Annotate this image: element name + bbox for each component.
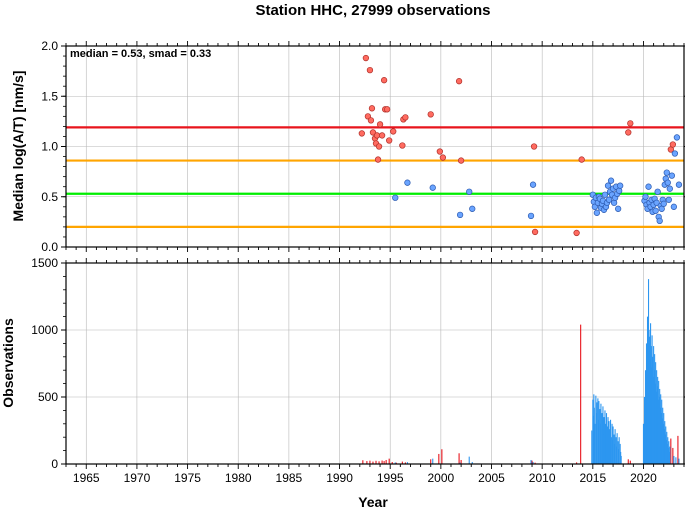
data-point bbox=[469, 205, 476, 212]
data-point bbox=[607, 177, 615, 184]
data-point bbox=[529, 181, 537, 188]
data-point bbox=[427, 111, 434, 118]
data-point bbox=[457, 157, 465, 164]
data-point bbox=[593, 209, 601, 216]
bottom-panel: 0 500 1000 1500 1965 1970 1975 1980 1985 1990 199… bbox=[0, 41, 685, 510]
x-tick-label: 1970 bbox=[124, 471, 151, 485]
data-point bbox=[654, 188, 661, 195]
x-axis-label: Year bbox=[358, 494, 388, 510]
data-point bbox=[380, 77, 388, 84]
data-point bbox=[664, 179, 671, 186]
data-point bbox=[439, 154, 447, 161]
data-point bbox=[614, 205, 622, 212]
data-point bbox=[390, 128, 397, 135]
data-point bbox=[530, 143, 538, 150]
data-point bbox=[669, 141, 677, 148]
y-tick-label: 2.0 bbox=[41, 39, 58, 53]
data-point bbox=[436, 148, 443, 155]
data-point bbox=[663, 169, 670, 176]
data-point bbox=[399, 142, 406, 149]
data-point bbox=[456, 211, 464, 218]
data-point bbox=[645, 183, 652, 190]
data-point bbox=[376, 121, 384, 128]
data-point bbox=[625, 129, 632, 136]
data-point bbox=[455, 78, 463, 85]
data-point bbox=[573, 229, 580, 237]
y-tick-label: 0.0 bbox=[41, 240, 58, 254]
data-point bbox=[402, 114, 409, 121]
y-tick-label: 0.5 bbox=[41, 190, 58, 204]
data-point bbox=[665, 196, 672, 203]
data-point bbox=[375, 143, 383, 150]
data-point bbox=[627, 120, 634, 127]
x-tick-label: 1975 bbox=[174, 471, 201, 485]
data-point bbox=[652, 207, 659, 214]
stats-annotation: median = 0.53, smad = 0.33 bbox=[70, 48, 211, 60]
y-tick-label: 1.5 bbox=[41, 89, 58, 103]
data-point bbox=[374, 156, 382, 163]
y-tick-label: 1000 bbox=[31, 323, 58, 337]
x-tick-label: 1985 bbox=[276, 471, 303, 485]
data-point bbox=[671, 150, 679, 157]
data-point bbox=[531, 228, 539, 236]
y-tick-label: 500 bbox=[38, 390, 58, 404]
data-point bbox=[466, 188, 473, 195]
x-tick-label: 2000 bbox=[428, 471, 455, 485]
data-point bbox=[578, 156, 585, 163]
data-point bbox=[384, 106, 391, 113]
data-point bbox=[642, 193, 649, 200]
data-point bbox=[670, 203, 678, 210]
data-point bbox=[386, 137, 393, 144]
bottom-y-axis-label: Observations bbox=[0, 318, 16, 408]
x-tick-label: 2005 bbox=[478, 471, 505, 485]
data-point bbox=[610, 199, 618, 206]
x-tick-label: 1965 bbox=[73, 471, 100, 485]
y-tick-label: 0 bbox=[51, 457, 58, 471]
x-tick-label: 1995 bbox=[377, 471, 404, 485]
top-y-axis-label: Median log(A/T) [nm/s] bbox=[10, 71, 26, 222]
data-point bbox=[604, 182, 612, 189]
bottom-plot-frame bbox=[65, 262, 685, 465]
data-point bbox=[366, 66, 374, 74]
data-point bbox=[362, 54, 370, 62]
data-point bbox=[358, 130, 365, 137]
data-point bbox=[527, 212, 535, 219]
data-point bbox=[601, 191, 609, 198]
chart-title: Station HHC, 27999 observations bbox=[255, 2, 490, 19]
data-point bbox=[392, 194, 399, 201]
x-tick-label: 1980 bbox=[225, 471, 252, 485]
data-point bbox=[673, 134, 681, 141]
y-tick-label: 1.0 bbox=[41, 140, 58, 154]
data-point bbox=[605, 196, 613, 203]
data-point bbox=[368, 105, 376, 112]
data-point bbox=[378, 132, 386, 139]
data-point bbox=[429, 184, 436, 191]
x-tick-label: 2010 bbox=[529, 471, 556, 485]
data-point bbox=[656, 217, 663, 225]
y-tick-label: 1500 bbox=[31, 256, 58, 270]
top-panel: 0.0 0.5 1.0 1.5 2.0 median = 0.53, smad = 0.… bbox=[10, 39, 685, 254]
data-point bbox=[617, 182, 624, 189]
data-point bbox=[660, 200, 667, 207]
data-point bbox=[616, 187, 623, 194]
data-point bbox=[367, 117, 375, 124]
data-point bbox=[404, 179, 411, 186]
x-tick-label: 2020 bbox=[630, 471, 657, 485]
x-tick-label: 2015 bbox=[579, 471, 606, 485]
x-tick-label: 1990 bbox=[326, 471, 353, 485]
data-point bbox=[668, 172, 675, 179]
data-point bbox=[675, 181, 683, 188]
data-point bbox=[666, 185, 673, 192]
